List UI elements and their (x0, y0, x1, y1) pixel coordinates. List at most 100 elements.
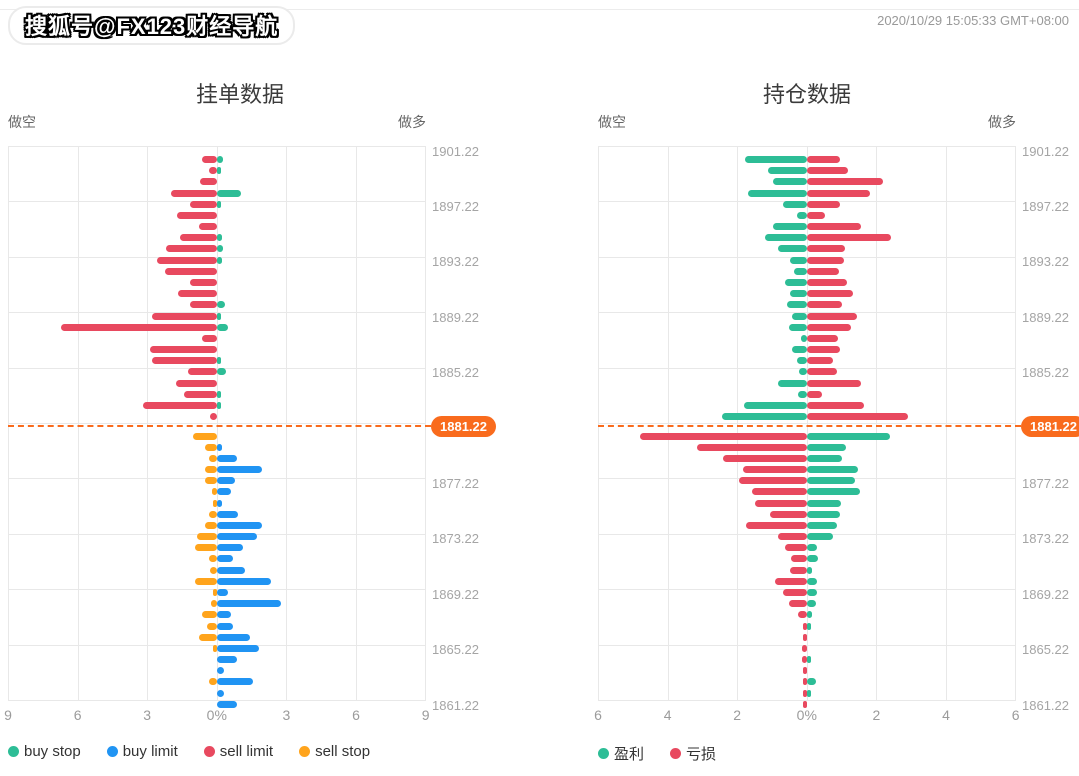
bar-buy-stop (217, 301, 226, 309)
current-price-line (8, 425, 431, 427)
bar-loss (696, 443, 807, 451)
x-axis: 6 4 2 0% 2 4 6 (590, 707, 1079, 727)
bar-sell-stop (208, 555, 217, 563)
bar-loss (807, 413, 908, 421)
legend-item-profit[interactable]: 盈利 (598, 743, 644, 764)
chart-title: 挂单数据 (195, 82, 285, 107)
bar-profit (744, 401, 807, 409)
positions-chart: 持仓数据 做空 做多 1881.22 6 4 2 0% 2 4 6 1901.22 1897.… (590, 0, 1079, 776)
bar-sell-limit (176, 211, 217, 219)
bar-loss (807, 401, 864, 409)
grid-line-horizontal (8, 423, 426, 424)
legend-label: 亏损 (686, 746, 717, 763)
bar-loss (807, 357, 834, 365)
bar-buy-limit (217, 600, 281, 608)
bar-profit (764, 234, 807, 242)
bar-sell-limit (189, 200, 217, 208)
bar-buy-limit (217, 510, 238, 518)
bar-sell-limit (189, 301, 217, 309)
bar-loss (751, 488, 807, 496)
bar-sell-stop (208, 510, 217, 518)
bar-buy-limit (217, 611, 231, 619)
plot-area (8, 146, 426, 708)
bar-profit (794, 267, 807, 275)
legend-item-buy-stop[interactable]: buy stop (8, 743, 81, 760)
bar-profit (807, 656, 811, 664)
bar-loss (801, 644, 807, 652)
top-divider (0, 9, 1079, 10)
x-tick-label: 4 (942, 707, 950, 723)
x-tick-label: 3 (282, 707, 291, 723)
bar-sell-stop (205, 477, 217, 485)
bar-loss (807, 234, 891, 242)
bar-sell-limit (199, 178, 217, 186)
bar-profit (807, 454, 842, 462)
bar-buy-stop (217, 390, 221, 398)
bar-buy-stop (217, 167, 221, 175)
x-tick-label: 9 (4, 707, 12, 723)
grid-line-horizontal (8, 312, 426, 313)
bar-buy-limit (217, 555, 234, 563)
bar-sell-limit (177, 290, 217, 298)
bar-loss (807, 200, 840, 208)
bar-profit (786, 301, 807, 309)
bar-sell-limit (149, 346, 217, 354)
legend-item-sell-stop[interactable]: sell stop (299, 743, 370, 760)
bar-profit (807, 622, 811, 630)
legend-label: sell limit (219, 743, 274, 760)
bar-profit (807, 589, 817, 597)
legend-item-loss[interactable]: 亏损 (670, 743, 716, 764)
x-tick-label: 3 (143, 707, 152, 723)
bar-profit (791, 312, 807, 320)
bar-loss (789, 566, 807, 574)
sell-limit-legend-dot (203, 746, 215, 757)
bar-profit (807, 432, 890, 440)
bar-sell-limit (179, 234, 217, 242)
bar-loss (746, 521, 807, 529)
x-tick-label: 6 (1011, 707, 1020, 723)
bar-sell-stop (207, 622, 217, 630)
bar-buy-limit (217, 454, 238, 462)
y-axis-price-label: 1889.22 (1022, 309, 1069, 325)
bar-loss (807, 167, 848, 175)
bar-loss (807, 368, 837, 376)
y-axis-price-label: 1873.22 (1022, 531, 1069, 547)
bar-loss (755, 499, 807, 507)
grid-line-horizontal (598, 146, 1016, 147)
bar-buy-stop (217, 200, 221, 208)
x-tick-label: 6 (352, 707, 360, 723)
bar-loss (742, 466, 807, 474)
current-price-line (598, 425, 1021, 427)
bar-loss (807, 334, 839, 342)
bar-buy-limit (217, 700, 237, 708)
legend-item-buy-limit[interactable]: buy limit (106, 743, 178, 760)
bar-profit (785, 278, 807, 286)
bar-sell-limit (198, 223, 217, 231)
grid-line-horizontal (598, 423, 1016, 424)
bar-profit (789, 256, 807, 264)
y-axis-price-label: 1877.22 (432, 475, 479, 491)
bar-profit (778, 379, 807, 387)
legend-item-sell-limit[interactable]: sell limit (203, 743, 274, 760)
legend-label: sell stop (315, 743, 371, 760)
y-axis-price-label: 1893.22 (1022, 254, 1069, 270)
y-axis-price-label: 1885.22 (1022, 365, 1069, 381)
profit-legend-dot (598, 748, 609, 759)
bar-loss (639, 432, 807, 440)
y-axis-price-label: 1901.22 (1022, 143, 1069, 159)
bar-loss (807, 290, 853, 298)
watermark-text: 搜狐号@FX123财经导航 (25, 14, 279, 39)
y-axis-price-label: 1865.22 (432, 642, 479, 658)
bar-buy-limit (217, 533, 258, 541)
bar-loss (785, 544, 807, 552)
bar-buy-limit (217, 544, 244, 552)
bar-profit (807, 477, 855, 485)
y-axis-price-label: 1877.22 (1022, 475, 1069, 491)
current-price-badge: 1881.22 (431, 416, 496, 437)
bar-buy-limit (217, 589, 229, 597)
bar-sell-limit (152, 357, 217, 365)
bar-profit (789, 290, 807, 298)
bar-buy-stop (217, 401, 221, 409)
bar-sell-stop (195, 544, 217, 552)
bar-profit (801, 334, 807, 342)
